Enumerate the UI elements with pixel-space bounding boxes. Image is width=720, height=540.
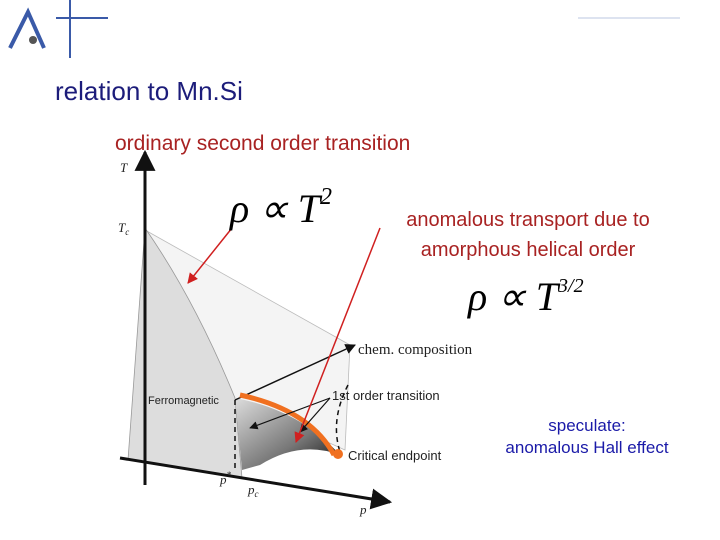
phase-diagram [119,149,393,510]
axis-label: chem. composition [358,342,473,358]
axis-label: p [359,502,367,517]
formula: ρ ∝ T3/2 [466,274,584,319]
diagram-label: 1st order transition [332,388,440,403]
annotation: amorphous helical order [421,239,636,261]
formula-exponent: 3/2 [557,275,584,297]
label-base: p [247,482,255,497]
diagram-label: Critical endpoint [348,448,442,463]
label-base: T [118,220,126,235]
label-sub: c [125,227,129,237]
axis-label: p* [219,470,232,487]
axis-label: T [120,160,128,175]
annotation: speculate: [548,416,626,435]
label-sup: * [227,470,232,480]
label-base: p [219,472,227,487]
annotation: anomalous Hall effect [505,438,668,457]
slide-title: relation to Mn.Si [55,76,243,106]
axis-label: pc [247,482,259,499]
diagram-label: Ferromagnetic [148,395,219,407]
annotation: anomalous transport due to [406,209,650,231]
formula: ρ ∝ T2 [228,184,332,231]
annotation: ordinary second order transition [115,132,410,155]
label-sub: c [255,489,259,499]
logo [8,0,680,58]
formula-base: ρ ∝ T [466,274,561,319]
formula-base: ρ ∝ T [228,186,323,231]
axis-label: Tc [118,220,129,237]
formula-exponent: 2 [320,184,332,210]
